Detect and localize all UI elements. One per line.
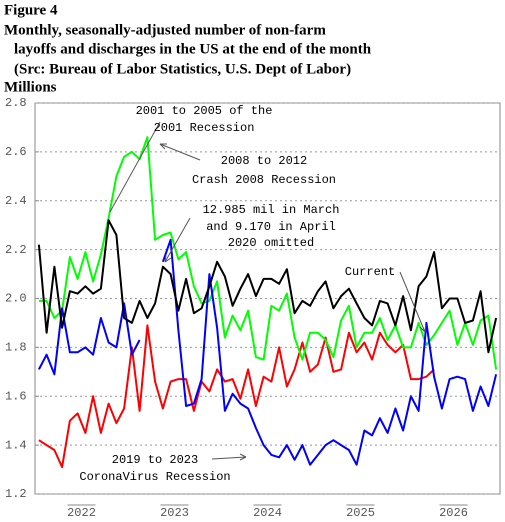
y-tick-label: 2.8: [5, 96, 27, 110]
y-tick-label: 1.4: [5, 438, 27, 452]
annotation: CoronaVirus Recession: [79, 470, 230, 484]
x-tick-label: 2026: [439, 506, 468, 520]
y-tick-label: 2.2: [5, 243, 27, 257]
annotation: 2020 omitted: [228, 236, 314, 250]
y-tick-label: 2.4: [5, 194, 27, 208]
title-line: (Src: Bureau of Labor Statistics, U.S. D…: [14, 61, 351, 77]
title-line: layoffs and discharges in the US at the …: [14, 41, 372, 57]
annotation: Current: [345, 265, 395, 279]
annotation: 12.985 mil in March: [203, 203, 340, 217]
y-tick-label: 2.0: [5, 292, 27, 306]
annotation: 2008 to 2012: [221, 154, 307, 168]
annotation: 2019 to 2023: [112, 453, 198, 467]
y-tick-label: 2.6: [5, 145, 27, 159]
x-tick-label: 2022: [67, 506, 96, 520]
series-line: [38, 324, 435, 469]
annotation: and 9.170 in April: [206, 220, 336, 234]
y-tick-label: 1.2: [5, 487, 27, 501]
series-line: [37, 219, 498, 354]
y-tick-label: 1.8: [5, 341, 27, 355]
annotation: 2001 to 2005 of the: [136, 104, 273, 118]
title-line: Figure 4: [4, 2, 58, 18]
x-tick-label: 2025: [346, 506, 375, 520]
annotation: 2001 Recession: [154, 121, 255, 135]
annotation-arrows: [109, 121, 427, 461]
title-line: Monthly, seasonally-adjusted number of n…: [4, 22, 326, 38]
y-tick-label: 1.6: [5, 389, 27, 403]
series-line: [38, 136, 498, 370]
x-tick-label: 2024: [253, 506, 282, 520]
x-tick-label: 2023: [160, 506, 189, 520]
y-axis-label: Millions: [4, 79, 57, 95]
annotation: Crash 2008 Recession: [192, 173, 336, 187]
